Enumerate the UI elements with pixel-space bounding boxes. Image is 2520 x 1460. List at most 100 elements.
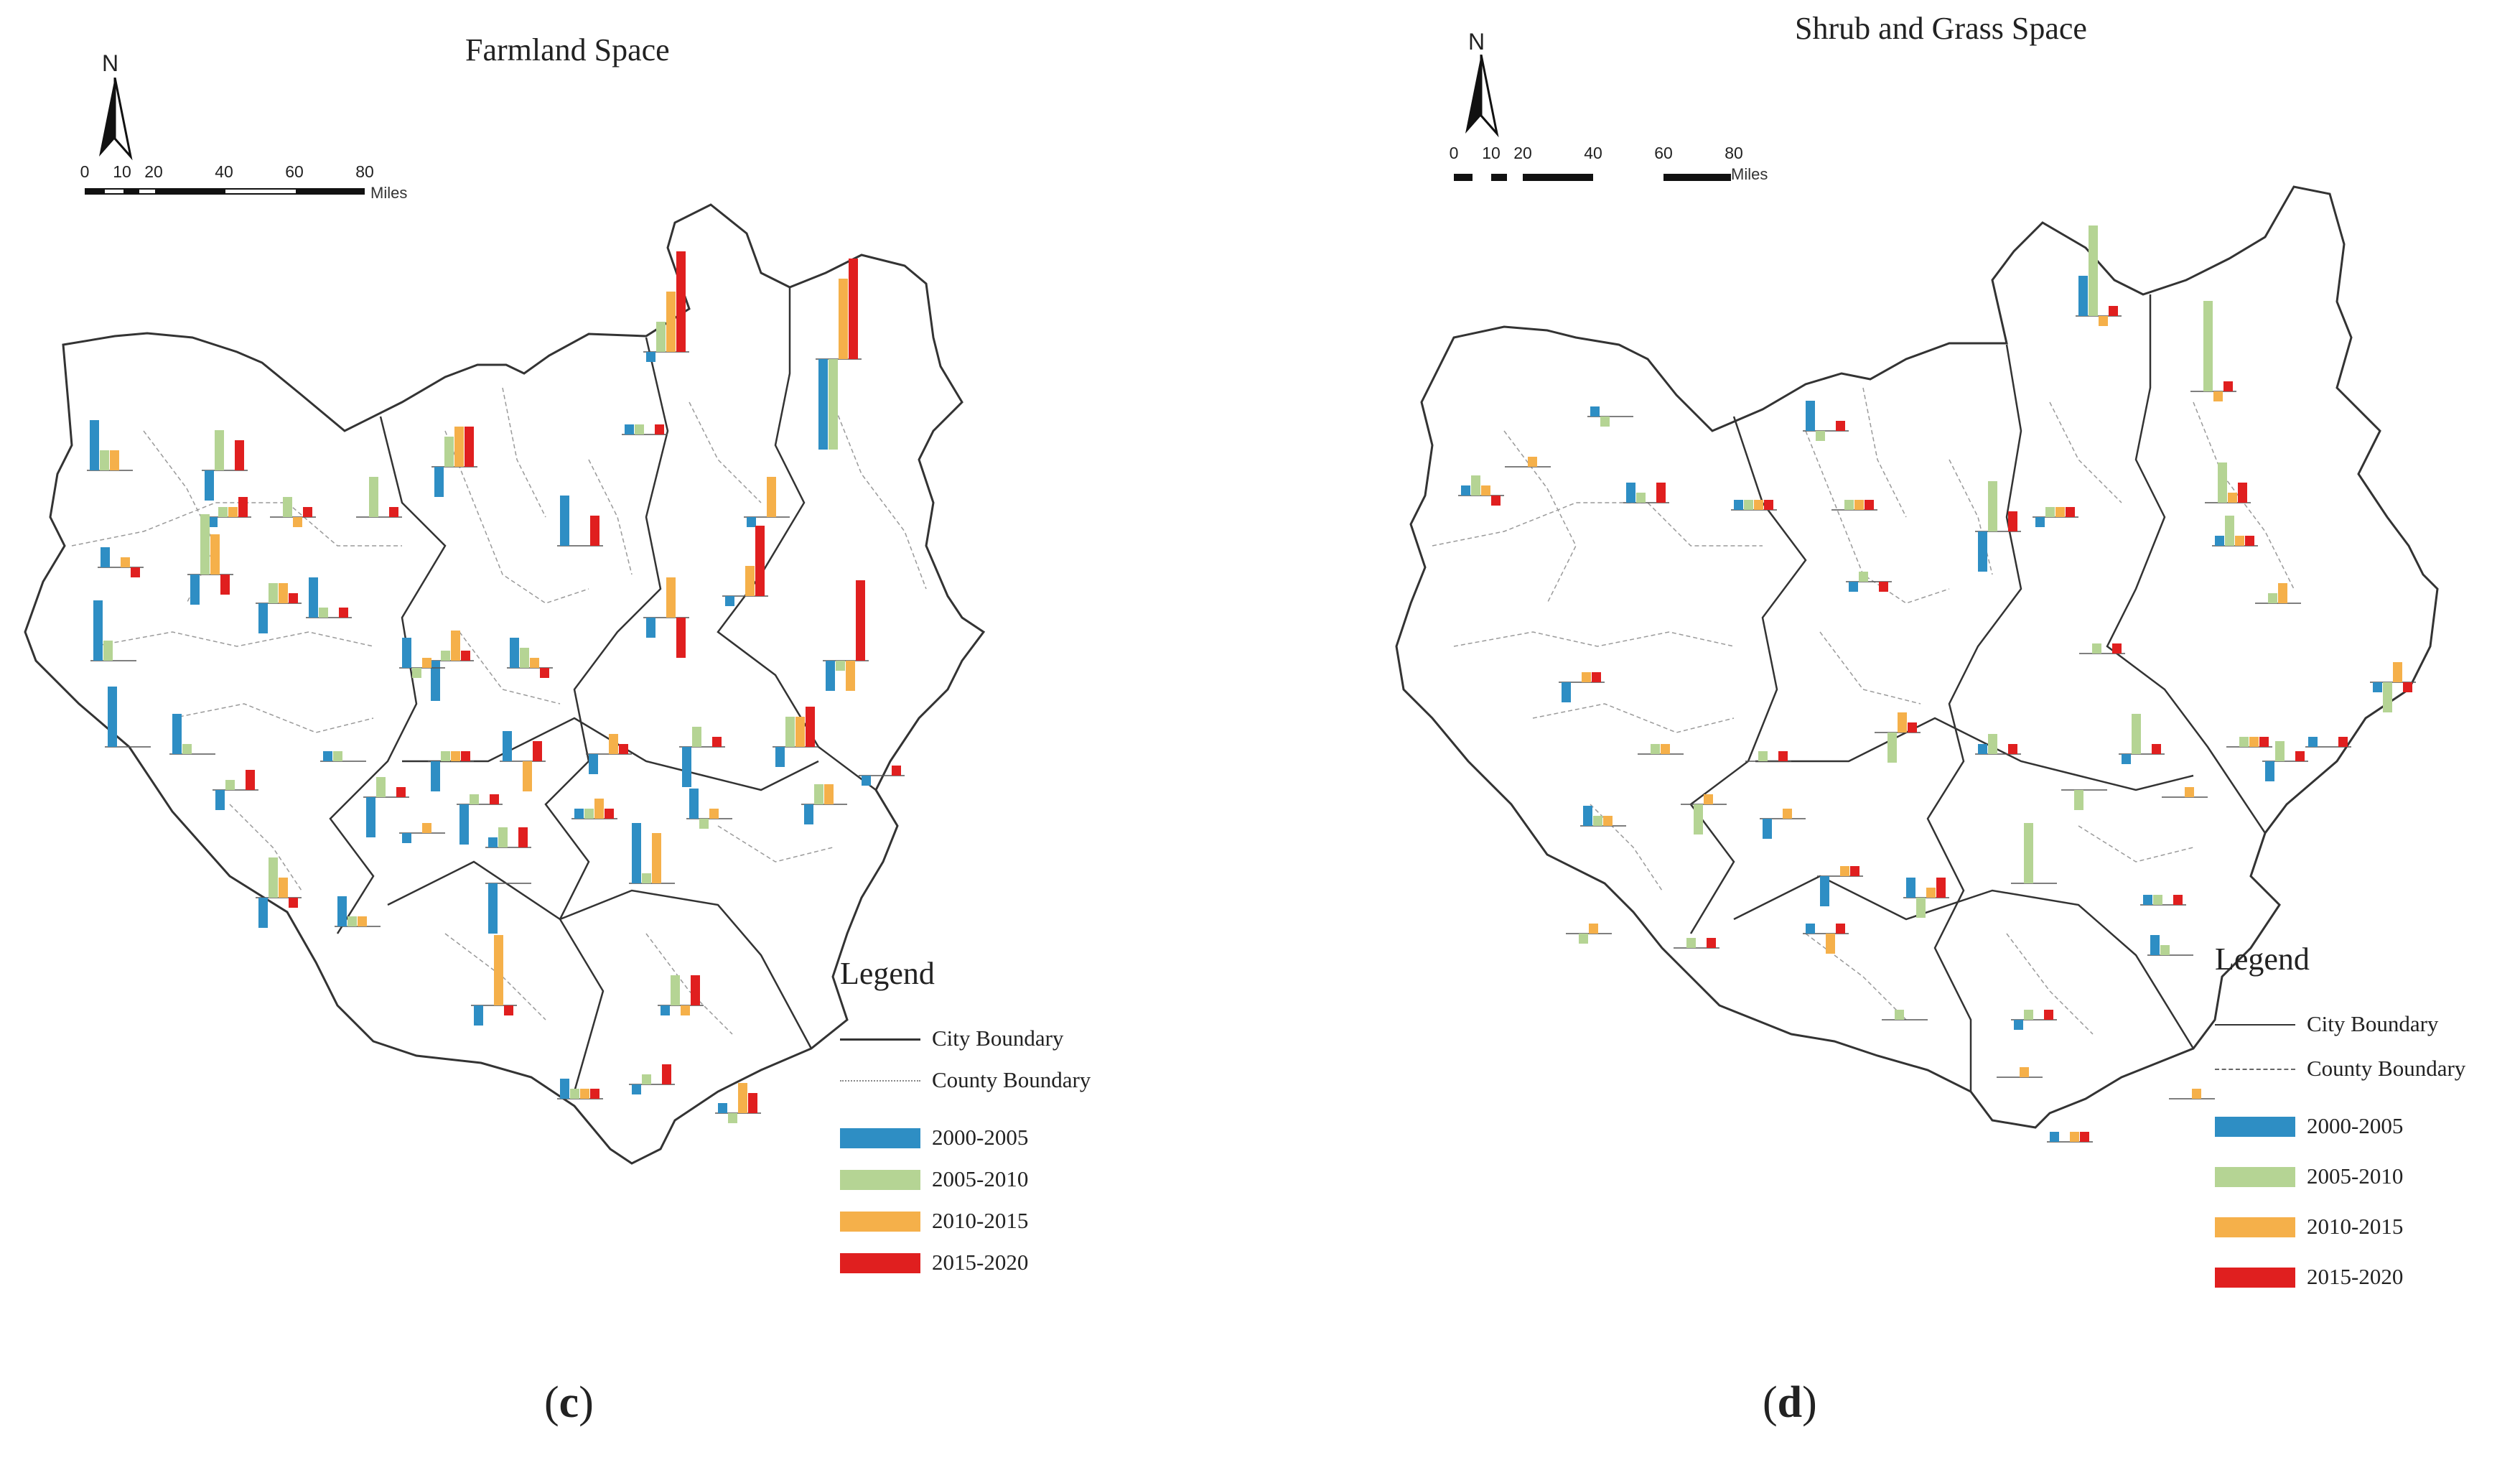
bar-2005-2010: [319, 608, 328, 618]
bar-2005-2010: [1916, 898, 1926, 918]
bar-2000-2005: [431, 661, 440, 701]
county-bar-group: [306, 577, 352, 618]
bar-2000-2005: [1461, 485, 1470, 496]
bar-2005-2010: [1816, 431, 1825, 441]
bar-2005-2010: [444, 437, 454, 467]
county-bar-group: [571, 799, 617, 819]
bar-2000-2005: [1806, 924, 1815, 934]
north-arrow-icon: [1465, 55, 1499, 138]
county-bar-group: [1997, 1067, 2043, 1078]
north-arrow: N: [86, 50, 144, 161]
bar-2005-2010: [2024, 1010, 2033, 1020]
county-bar-group: [1745, 751, 1791, 762]
county-bar-group: [557, 496, 603, 547]
bar-2000-2005: [2035, 517, 2045, 527]
bar-2000-2005: [488, 837, 498, 847]
bar-2015-2020: [892, 766, 901, 776]
county-boundary-symbol: [840, 1080, 920, 1082]
bar-2000-2005: [2308, 737, 2318, 747]
bar-2010-2015: [422, 658, 431, 668]
bar-2005-2010: [412, 668, 421, 678]
bar-2015-2020: [2403, 682, 2412, 692]
bar-2015-2020: [461, 751, 470, 761]
county-bar-group: [2212, 516, 2258, 547]
bar-2005-2010: [785, 717, 795, 747]
bar-2015-2020: [1707, 938, 1716, 948]
bar-2000-2005: [646, 352, 655, 362]
legend-label: 2010-2015: [932, 1208, 1029, 1233]
city-boundary: [1689, 294, 2267, 1092]
legend-swatch: [840, 1253, 920, 1273]
bar-2000-2005: [2078, 276, 2088, 316]
north-arrow-icon: [99, 78, 133, 161]
bar-2010-2015: [1826, 934, 1835, 954]
bar-2005-2010: [200, 514, 210, 575]
county-bar-group: [457, 794, 503, 845]
bar-2000-2005: [804, 804, 813, 824]
bar-2010-2015: [523, 761, 532, 791]
bar-2000-2005: [2014, 1020, 2023, 1030]
county-bar-group: [1580, 806, 1626, 827]
bar-2010-2015: [2213, 391, 2223, 401]
county-bar-group: [816, 259, 862, 450]
bar-2005-2010: [584, 809, 594, 819]
farmland-map: [24, 203, 986, 1165]
county-bar-group: [2262, 741, 2308, 781]
bar-2015-2020: [655, 424, 664, 434]
bar-2000-2005: [1978, 744, 1987, 754]
bar-2005-2010: [728, 1113, 737, 1123]
county-bar-group: [356, 477, 402, 518]
bar-2010-2015: [293, 517, 302, 527]
panel-farmland: Farmland Space N 0 10 20 40 60 80 Miles …: [24, 32, 1142, 1427]
bar-2005-2010: [699, 819, 709, 829]
scale-bar-graphic: [85, 188, 365, 195]
bar-2005-2010: [369, 477, 378, 517]
scale-tick: 20: [1513, 144, 1532, 162]
bar-2005-2010: [215, 430, 224, 470]
legend-label: 2015-2020: [2307, 1264, 2404, 1289]
county-bar-group: [431, 427, 477, 497]
legend-swatch: [2215, 1167, 2295, 1187]
bar-2005-2010: [1988, 481, 1997, 531]
scale-tick: 40: [1584, 144, 1602, 162]
bar-2000-2005: [1763, 819, 1772, 839]
bar-2000-2005: [646, 618, 655, 638]
bar-2015-2020: [590, 516, 599, 546]
shrub-grass-map: [1395, 185, 2439, 1143]
county-bar-group: [2147, 935, 2193, 956]
county-bar-group: [1638, 744, 1684, 755]
city-boundary-symbol: [2215, 1024, 2295, 1026]
bar-2005-2010: [2203, 301, 2213, 391]
legend-label: 2010-2015: [2307, 1214, 2404, 1239]
bar-2010-2015: [422, 823, 431, 833]
bar-2015-2020: [504, 1005, 513, 1015]
bar-2000-2005: [93, 600, 103, 661]
bar-2000-2005: [402, 833, 411, 843]
bar-2005-2010: [283, 497, 292, 517]
bar-2000-2005: [172, 714, 182, 754]
bar-2015-2020: [389, 507, 398, 517]
bar-2015-2020: [748, 1093, 757, 1113]
bar-2015-2020: [131, 567, 140, 577]
county-bar-group: [471, 935, 517, 1026]
legend-label: 2015-2020: [932, 1250, 1029, 1275]
bar-2000-2005: [1626, 483, 1635, 503]
bar-2005-2010: [441, 651, 450, 661]
county-bar-group: [2169, 1089, 2215, 1099]
county-bar-group: [2205, 462, 2251, 503]
county-bar-group: [1760, 809, 1806, 839]
bar-2005-2010: [333, 751, 342, 761]
shrub-grass-map-region: [1395, 185, 2439, 1129]
county-bar-group: [1566, 924, 1612, 944]
scale-tick: 60: [285, 162, 304, 181]
bar-2000-2005: [258, 603, 268, 633]
bar-2000-2005: [309, 577, 318, 618]
bar-2000-2005: [503, 731, 512, 761]
county-bar-group: [643, 577, 689, 658]
legend: Legend City Boundary County Boundary 200…: [840, 955, 1142, 1285]
county-boundary-symbol: [2215, 1069, 2295, 1070]
bar-2010-2015: [839, 279, 848, 359]
county-bar-group: [643, 251, 689, 362]
bar-2005-2010: [218, 507, 228, 517]
bar-2000-2005: [1734, 500, 1743, 510]
